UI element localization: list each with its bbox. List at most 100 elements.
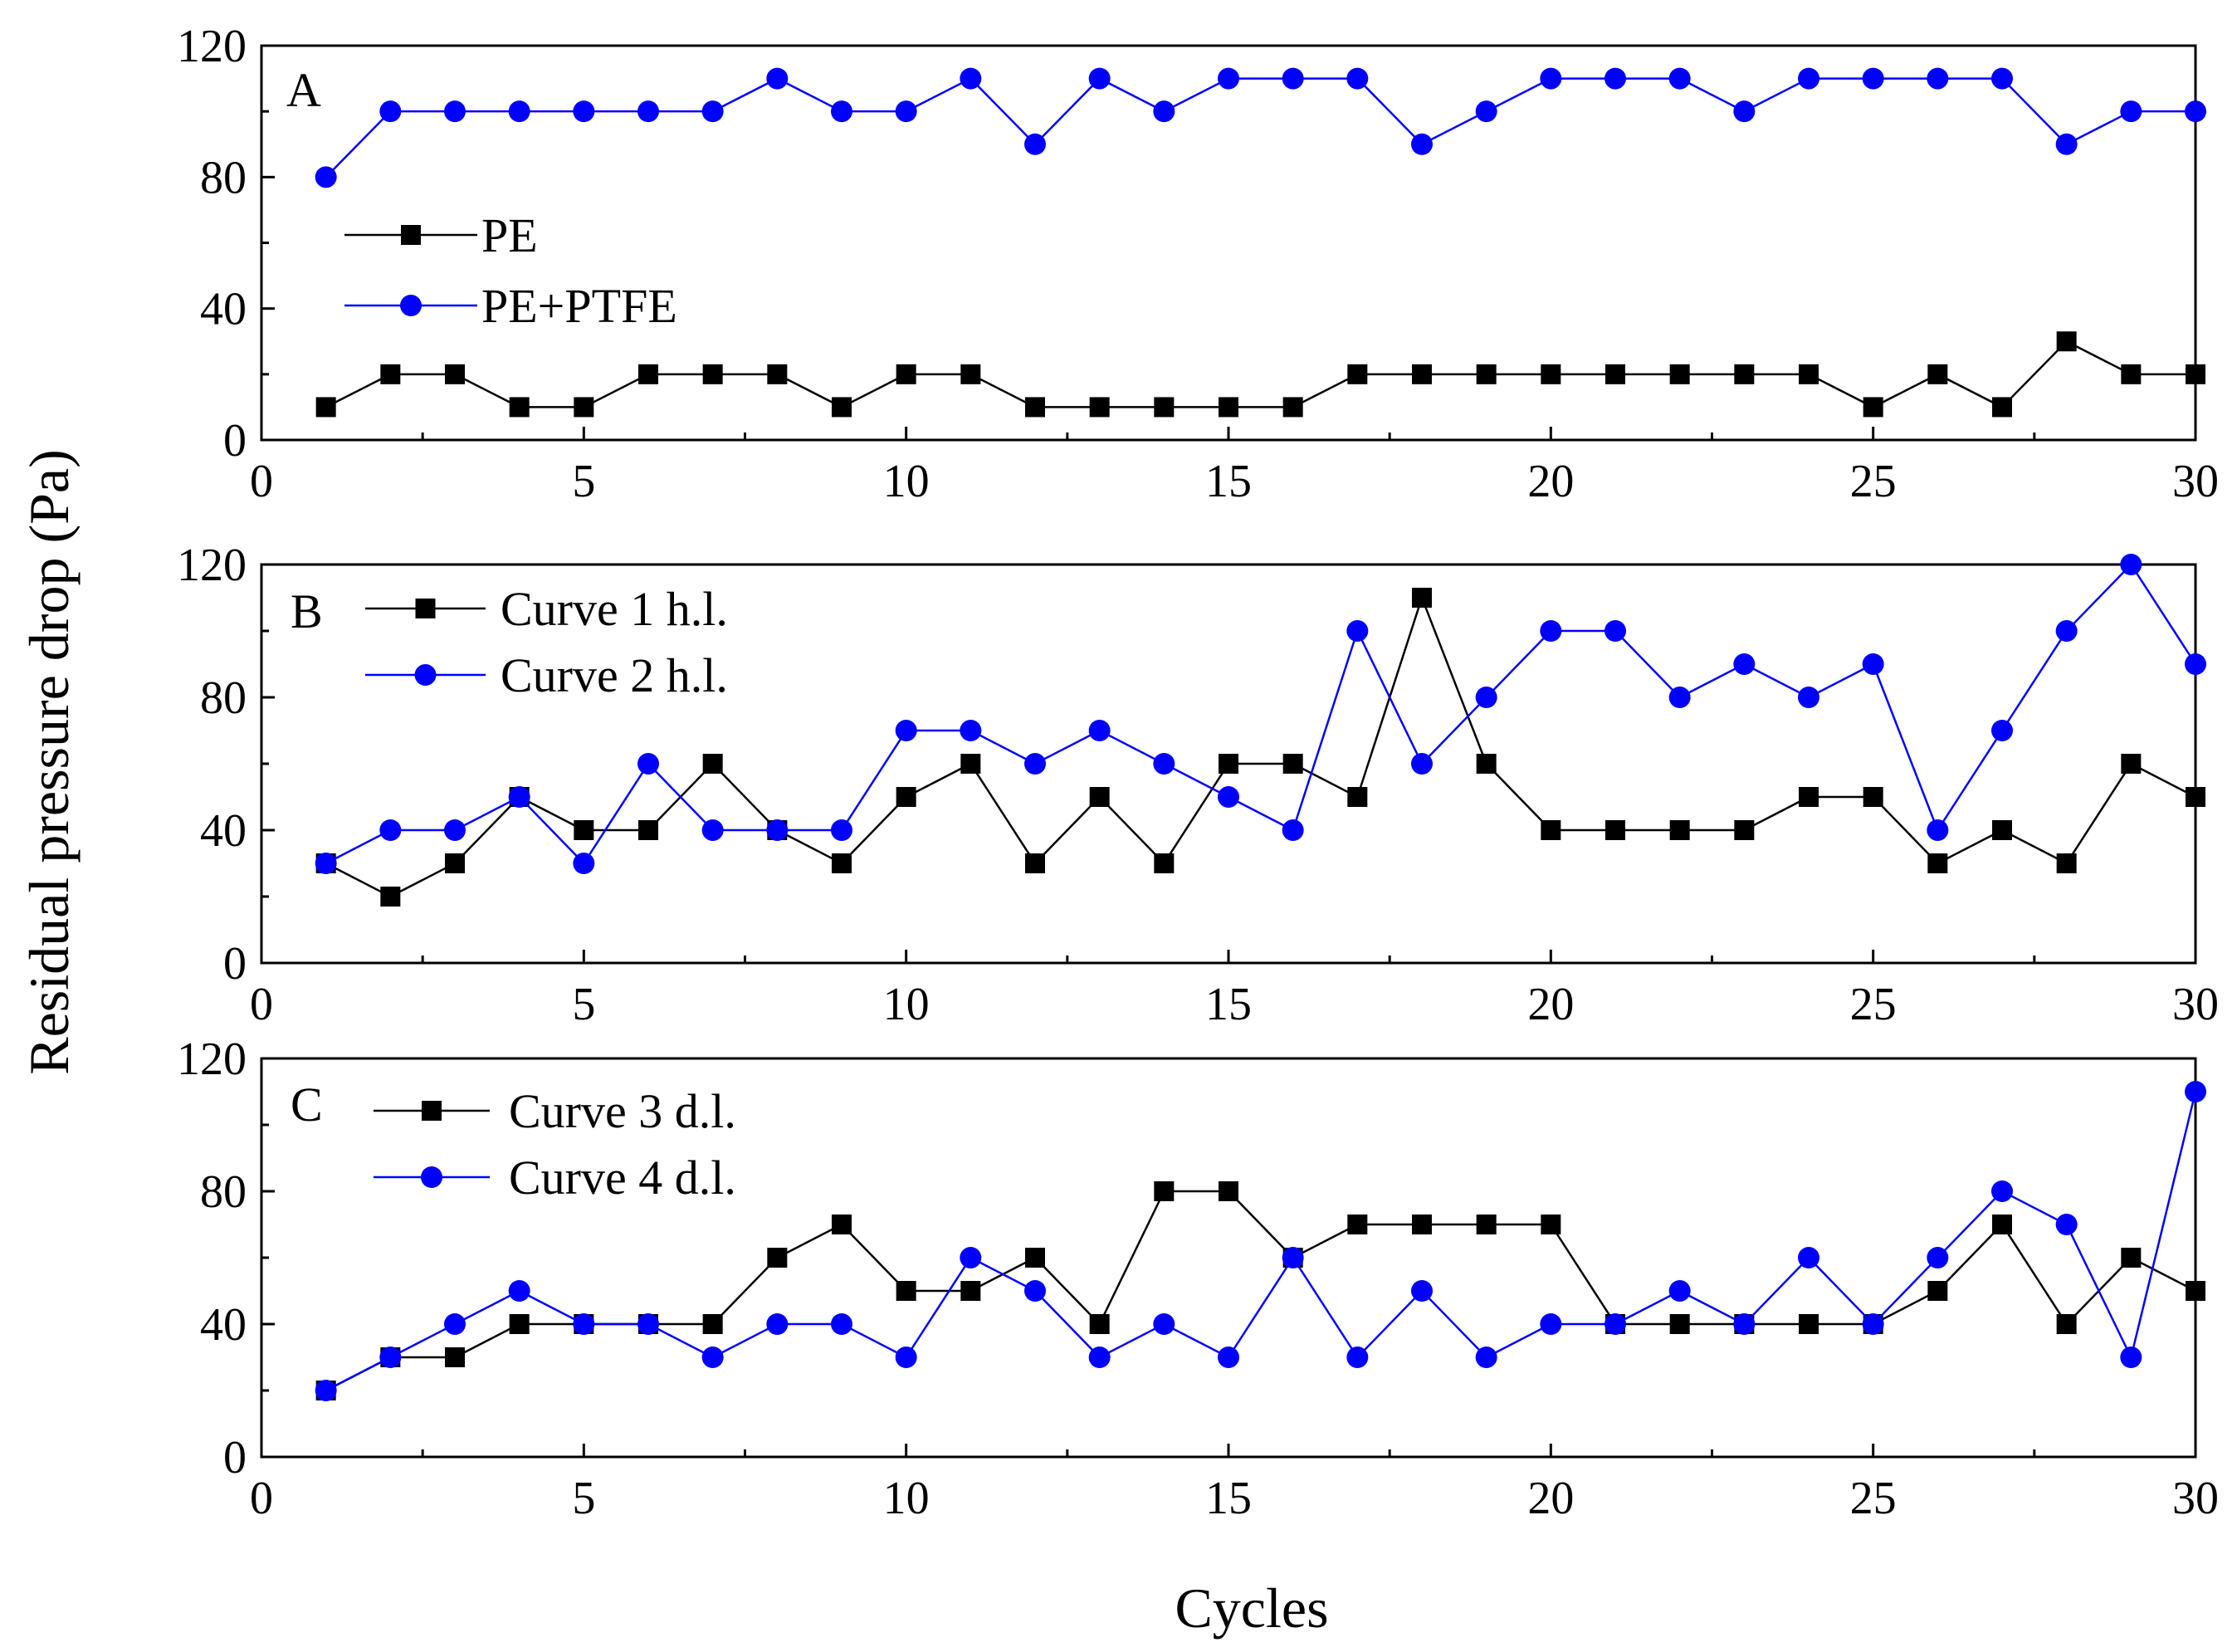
data-point (2056, 331, 2077, 352)
data-point (2120, 100, 2142, 123)
plot-frame (260, 44, 2197, 442)
x-tick-label: 0 (250, 456, 273, 507)
legend-item: Curve 1 h.l. (365, 582, 728, 636)
data-point (637, 1313, 659, 1335)
legend-marker (400, 295, 422, 316)
data-point (2055, 133, 2078, 155)
data-point (1153, 753, 1175, 775)
x-tick-label: 25 (1850, 1473, 1897, 1524)
x-tick-label: 5 (572, 1473, 595, 1524)
data-point (1088, 720, 1111, 741)
series-2 (315, 1081, 2206, 1401)
x-tick-label: 20 (1527, 1473, 1574, 1524)
data-point (960, 67, 982, 90)
series-1 (315, 588, 2205, 907)
data-point (1282, 397, 1303, 418)
data-point (1798, 687, 1819, 708)
x-tick-label: 20 (1527, 979, 1574, 1030)
x-tick-label: 10 (883, 979, 930, 1030)
x-tick-label: 10 (883, 456, 930, 507)
series-line (325, 563, 2197, 865)
x-tick-label: 0 (250, 979, 273, 1030)
data-point (1346, 620, 1369, 642)
data-point (1927, 67, 1949, 90)
data-point (2185, 100, 2206, 123)
data-point (1219, 1181, 1238, 1201)
data-point (1605, 820, 1625, 840)
data-point (380, 887, 401, 907)
data-point (444, 819, 466, 841)
data-point (1154, 853, 1175, 873)
data-point (1863, 787, 1883, 807)
data-point (1412, 588, 1432, 608)
data-point (1604, 620, 1626, 642)
data-point (1605, 364, 1625, 384)
data-point (574, 820, 594, 840)
data-point (960, 720, 982, 741)
data-point (2055, 620, 2078, 642)
data-point (1992, 1215, 2012, 1234)
data-point (508, 100, 530, 123)
data-point (701, 819, 724, 841)
data-point (1024, 753, 1046, 775)
x-axis-label: Cycles (1175, 1576, 1328, 1640)
data-point (1219, 397, 1238, 418)
legend-marker (401, 225, 421, 245)
data-point (766, 1313, 789, 1335)
series-line (325, 594, 2196, 898)
data-point (2120, 554, 2142, 575)
data-point (573, 853, 595, 874)
y-axis-label: Residual pressure drop (Pa) (17, 449, 81, 1074)
data-point (1669, 1314, 1690, 1334)
data-point (1604, 67, 1626, 90)
data-point (445, 853, 465, 873)
legend-marker (422, 1101, 442, 1121)
data-point (509, 1314, 530, 1334)
data-point (895, 100, 917, 123)
data-point (702, 364, 723, 384)
data-point (1733, 100, 1756, 123)
x-tick-label: 25 (1850, 456, 1897, 507)
data-point (1541, 1215, 1561, 1234)
y-tick-label: 40 (200, 1299, 247, 1351)
data-point (2186, 1281, 2205, 1301)
data-point (896, 364, 916, 384)
data-point (766, 67, 789, 90)
data-point (1024, 1280, 1046, 1302)
data-point (1411, 133, 1433, 155)
data-point (1541, 820, 1561, 840)
data-point (1412, 1215, 1432, 1234)
data-point (1411, 1280, 1433, 1302)
legend-label: Curve 4 d.l. (509, 1151, 736, 1205)
series-line (325, 77, 2195, 178)
data-point (445, 364, 465, 384)
data-point (1346, 67, 1369, 90)
data-point (379, 100, 402, 123)
data-point (1541, 364, 1561, 384)
x-tick-label: 5 (572, 979, 595, 1030)
data-point (1282, 819, 1304, 841)
y-tick-label: 0 (223, 1432, 247, 1483)
data-point (1089, 397, 1110, 418)
data-point (638, 364, 658, 384)
data-point (315, 1380, 337, 1401)
x-tick-label: 0 (250, 1473, 273, 1524)
data-point (1668, 687, 1691, 708)
data-point (832, 1215, 852, 1234)
data-point (1992, 397, 2012, 418)
data-point (1282, 67, 1304, 90)
x-tick-label: 15 (1205, 979, 1252, 1030)
data-point (1863, 397, 1883, 418)
data-point (1862, 1313, 1884, 1335)
panel-label: A (286, 63, 321, 117)
data-point (1476, 1215, 1497, 1234)
panel-label: B (291, 584, 323, 638)
data-point (1476, 754, 1497, 774)
y-tick-label: 0 (223, 415, 247, 467)
data-point (1475, 100, 1497, 123)
data-point (444, 1313, 466, 1335)
data-point (1154, 397, 1175, 418)
data-point (1089, 1314, 1110, 1334)
data-point (767, 364, 788, 384)
